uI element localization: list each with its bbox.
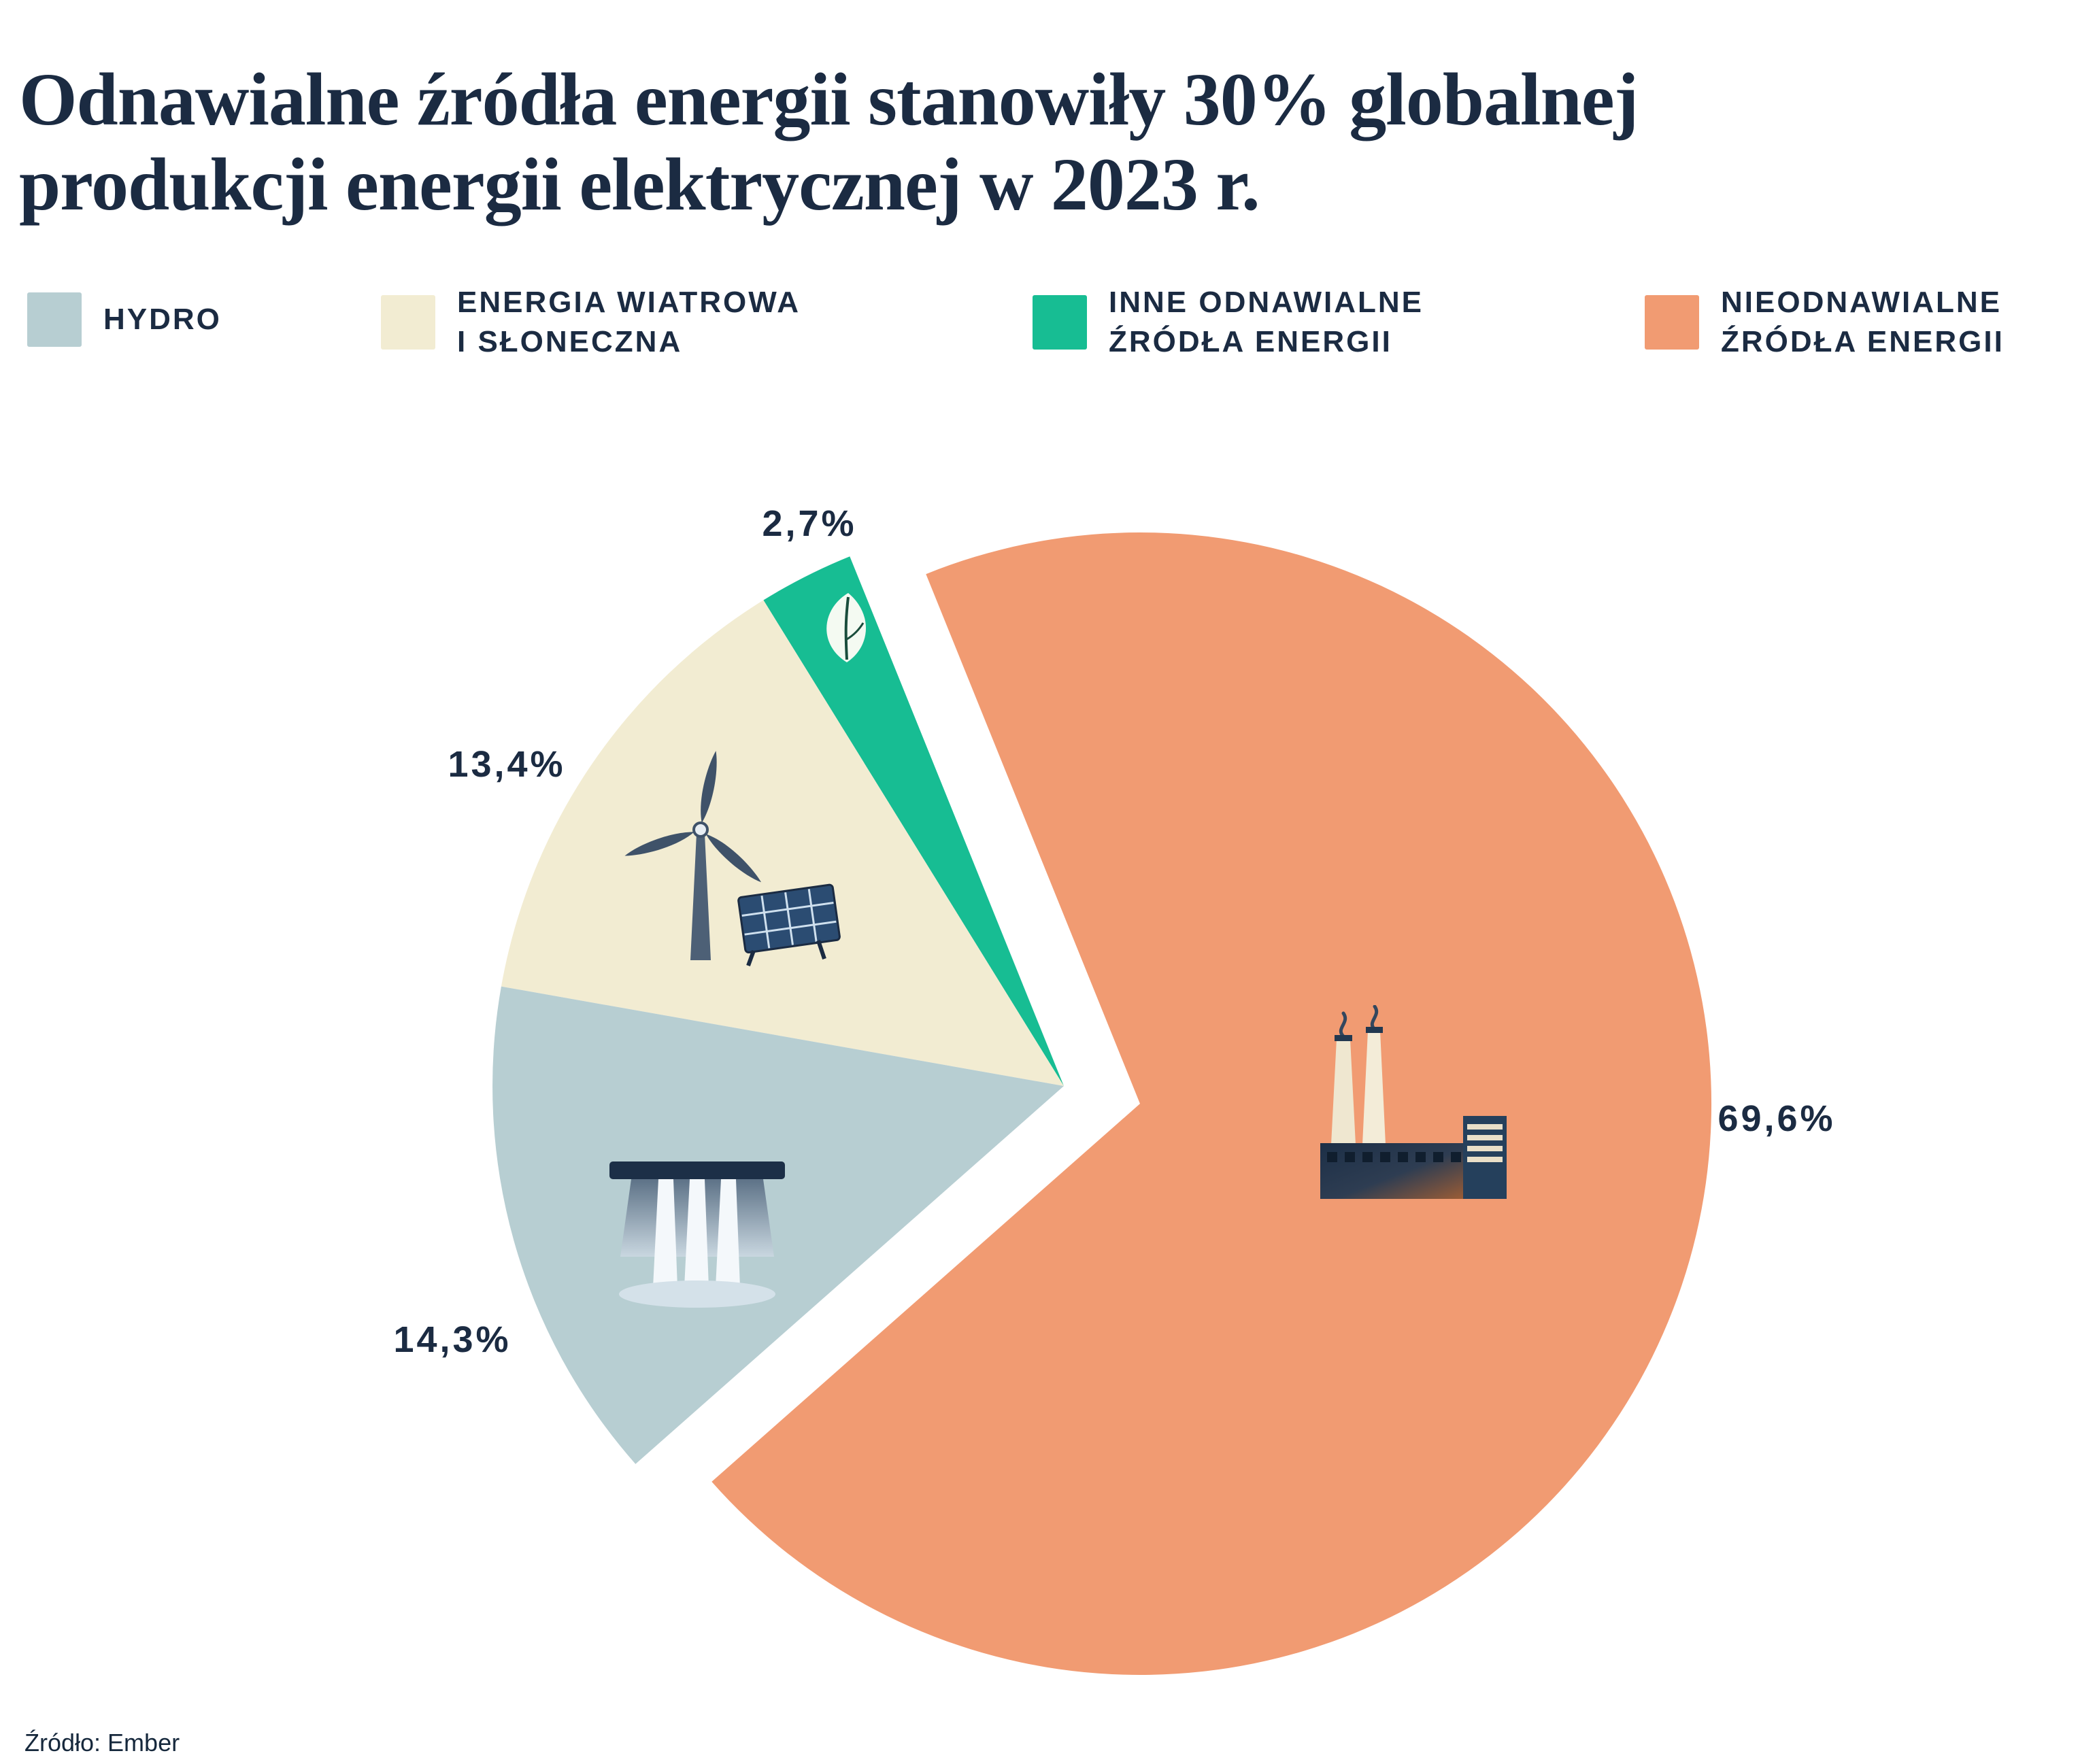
slice-value-label-wind-solar: 13,4% xyxy=(448,744,566,785)
hydro-dam-icon xyxy=(605,1155,789,1314)
legend-label-other-renewables: INNE ODNAWIALNE ŹRÓDŁA ENERGII xyxy=(1109,286,1424,359)
legend-label-hydro: HYDRO xyxy=(103,302,222,336)
legend-swatch-other-renewables xyxy=(1033,295,1087,350)
page-title: Odnawialne źródła energii stanowiły 30% … xyxy=(19,57,1639,226)
source-note: Źródło: Ember xyxy=(24,1729,180,1757)
legend-label-non-renewables: NIEODNAWIALNE ŹRÓDŁA ENERGII xyxy=(1721,286,2005,359)
legend-item-wind-solar: ENERGIA WIATROWA I SŁONECZNA xyxy=(381,283,801,362)
legend-swatch-non-renewables xyxy=(1645,295,1699,350)
legend-item-other-renewables: INNE ODNAWIALNE ŹRÓDŁA ENERGII xyxy=(1033,283,1424,362)
slice-value-label-non-renewables: 69,6% xyxy=(1717,1098,1836,1139)
pie-slice-other-renewables xyxy=(763,556,1064,1086)
wind-solar-icon xyxy=(612,734,843,969)
legend-label-wind-solar: ENERGIA WIATROWA I SŁONECZNA xyxy=(457,286,801,359)
slice-value-label-hydro: 14,3% xyxy=(393,1319,512,1360)
slice-value-label-other-renewables: 2,7% xyxy=(762,503,857,544)
legend-item-non-renewables: NIEODNAWIALNE ŹRÓDŁA ENERGII xyxy=(1645,283,2005,362)
pie-slice-non-renewables xyxy=(711,532,1712,1676)
pie-slice-hydro xyxy=(492,986,1064,1464)
factory-icon xyxy=(1296,1004,1513,1216)
legend-item-hydro: HYDRO xyxy=(27,292,222,347)
legend-swatch-hydro xyxy=(27,292,82,347)
legend-swatch-wind-solar xyxy=(381,295,435,350)
pie-slice-wind-solar xyxy=(501,600,1064,1086)
leaf-icon xyxy=(806,586,888,668)
